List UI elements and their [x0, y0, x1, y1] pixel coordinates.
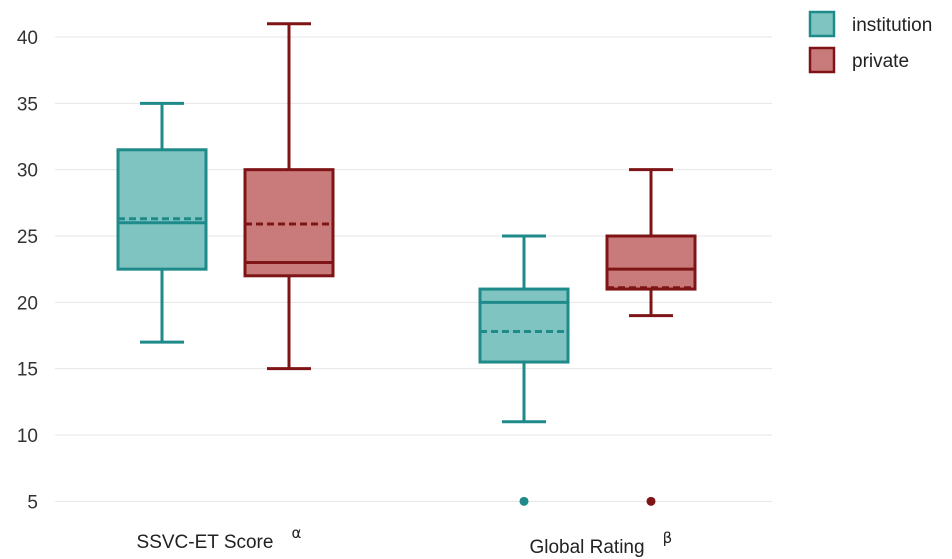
legend-swatch [808, 10, 836, 38]
y-tick-label: 15 [17, 360, 38, 381]
x-category-label: SSVC-ET Score [137, 532, 274, 553]
legend-swatch [808, 46, 836, 74]
legend-label: institution [852, 15, 932, 36]
y-tick-label: 5 [27, 492, 38, 513]
box-institution-1 [478, 234, 570, 506]
outlier-point [519, 496, 529, 506]
x-category-superscript: β [663, 529, 673, 547]
outlier-point [646, 496, 656, 506]
iqr-box [478, 287, 570, 364]
box-private-0 [243, 22, 335, 371]
boxes [116, 22, 697, 506]
y-tick-label: 25 [17, 227, 38, 248]
legend-label: private [852, 51, 909, 72]
y-tick-label: 30 [17, 161, 38, 182]
y-tick-label: 10 [17, 426, 38, 447]
legend-item-institution: institution [808, 10, 932, 38]
y-tick-label: 35 [17, 94, 38, 115]
box-institution-0 [116, 101, 208, 344]
box-private-1 [605, 168, 697, 506]
iqr-box [116, 148, 208, 271]
legend-item-private: private [808, 46, 909, 74]
y-tick-label: 40 [17, 28, 38, 49]
y-tick-label: 20 [17, 293, 38, 314]
legend: institution private [808, 10, 932, 74]
x-axis-category-labels: SSVC-ET Score α Global Rating β [137, 524, 673, 558]
x-category-superscript: α [291, 524, 301, 542]
x-category-label: Global Rating [529, 537, 644, 558]
iqr-box [605, 234, 697, 291]
y-axis-ticks: 5 10 15 20 25 30 35 40 [17, 28, 38, 513]
